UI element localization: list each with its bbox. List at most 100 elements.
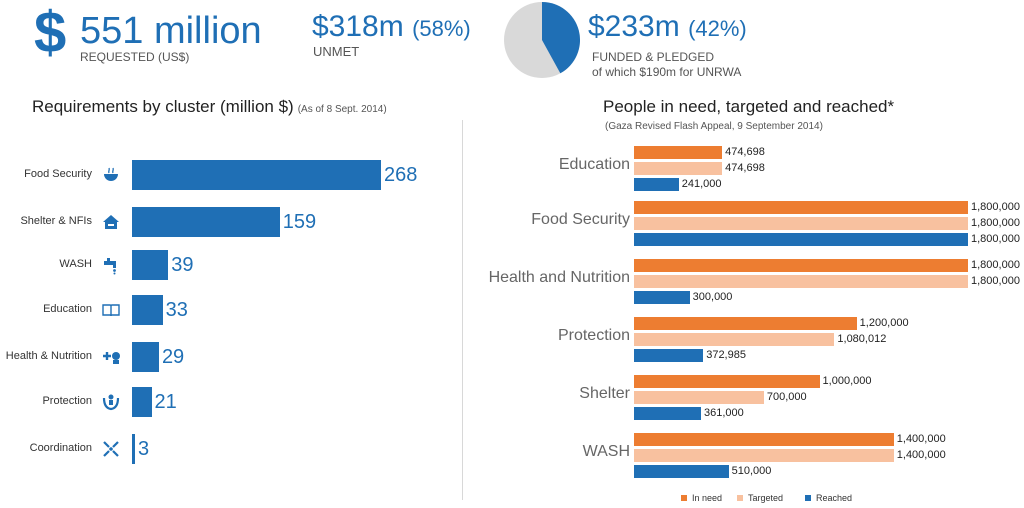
left-category-label: Coordination	[29, 442, 92, 454]
right-category-label: Shelter	[579, 385, 630, 402]
right-bar-targeted	[634, 275, 968, 288]
pie-slice-funded	[542, 2, 580, 74]
right-bar-value: 474,698	[725, 162, 765, 174]
unmet-value: $318m (58%)	[312, 12, 471, 42]
right-bar-targeted	[634, 333, 835, 346]
legend-label: In need	[692, 493, 723, 503]
funded-label: FUNDED & PLEDGED of which $190m for UNRW…	[592, 50, 741, 80]
right-bar-value: 1,200,000	[859, 317, 909, 329]
right-bar-value: 372,985	[706, 349, 746, 361]
left-bar	[132, 342, 159, 372]
funded-percent: (42%)	[688, 16, 747, 41]
left-bar	[132, 295, 163, 325]
legend-swatch	[805, 495, 811, 501]
right-category-label: Education	[558, 156, 630, 173]
left-chart-title-text: Requirements by cluster (million $)	[32, 97, 294, 116]
funding-pie-chart	[504, 2, 580, 78]
left-bar	[132, 250, 169, 280]
right-chart-subtitle: (Gaza Revised Flash Appeal, 9 September …	[605, 121, 823, 132]
right-bar-value: 1,000,000	[822, 375, 872, 387]
right-bar-value: 300,000	[692, 291, 733, 303]
right-bar-value: 700,000	[766, 391, 807, 403]
left-bar-value: 29	[161, 346, 185, 368]
left-bar	[132, 434, 135, 464]
coordination-icon	[103, 441, 119, 457]
left-category-label: Protection	[42, 395, 92, 407]
right-bar-value: 1,800,000	[971, 259, 1020, 271]
right-bar-value: 510,000	[731, 465, 772, 477]
funded-amount: $233m	[588, 10, 680, 43]
legend-item: Reached	[805, 493, 852, 503]
right-bar-value: 1,800,000	[971, 217, 1020, 229]
protection-icon	[102, 394, 120, 411]
divider	[462, 120, 463, 500]
dollar-sign: $	[34, 0, 67, 65]
right-bar-targeted	[634, 391, 764, 404]
right-category-label: Health and Nutrition	[488, 269, 630, 286]
unmet-percent: (58%)	[412, 16, 471, 41]
legend-label: Targeted	[748, 493, 784, 503]
right-category-label: WASH	[582, 443, 630, 460]
right-bar-targeted	[634, 217, 968, 230]
right-bar-value: 1,400,000	[896, 433, 946, 445]
right-category-label: Food Security	[531, 211, 630, 228]
legend-swatch	[681, 495, 687, 501]
legend-swatch	[737, 495, 743, 501]
right-bar-value: 1,800,000	[971, 201, 1020, 213]
right-bar-in-need	[634, 433, 894, 446]
unmet-label: UNMET	[313, 44, 360, 59]
left-bar	[132, 387, 152, 417]
right-bar-reached	[634, 291, 690, 304]
right-bar-reached	[634, 349, 704, 362]
right-bar-in-need	[634, 259, 968, 272]
legend-label: Reached	[816, 493, 853, 503]
left-category-label: Health & Nutrition	[5, 350, 92, 362]
book-icon	[102, 304, 120, 317]
tap-icon	[104, 258, 116, 275]
left-chart-subtitle: (As of 8 Sept. 2014)	[297, 104, 387, 115]
left-bar-value: 268	[384, 164, 418, 186]
left-bar	[132, 207, 280, 237]
left-chart-title: Requirements by cluster (million $) (As o…	[32, 97, 387, 117]
right-category-label: Protection	[557, 327, 630, 344]
house-icon	[103, 215, 119, 229]
left-category-label: Education	[43, 303, 92, 315]
right-bar-reached	[634, 233, 968, 246]
left-category-label: Food Security	[24, 168, 92, 180]
right-bar-in-need	[634, 146, 723, 159]
funded-label-sub: of which $190m for UNRWA	[592, 65, 742, 79]
legend-item: Targeted	[737, 493, 783, 503]
right-bar-targeted	[634, 162, 723, 175]
right-bar-in-need	[634, 201, 968, 214]
right-bar-value: 1,080,012	[837, 333, 887, 345]
right-bar-targeted	[634, 449, 894, 462]
left-bar-value: 33	[165, 299, 188, 321]
right-bar-value: 1,800,000	[971, 233, 1020, 245]
left-bar-value: 21	[154, 391, 177, 413]
funded-label-title: FUNDED & PLEDGED	[592, 50, 715, 64]
right-chart-title: People in need, targeted and reached*	[603, 97, 895, 116]
health-icon	[103, 352, 120, 364]
left-category-label: Shelter & NFIs	[20, 215, 92, 227]
left-bar-value: 159	[282, 211, 317, 233]
bowl-icon	[104, 167, 118, 181]
right-bar-value: 361,000	[703, 407, 744, 419]
unmet-amount: $318m	[312, 10, 404, 43]
left-bar-value: 3	[138, 438, 150, 460]
right-bar-in-need	[634, 375, 820, 388]
legend-item: In need	[681, 493, 722, 503]
right-bar-in-need	[634, 317, 857, 330]
funded-value: $233m (42%)	[588, 12, 747, 42]
right-bar-value: 1,800,000	[971, 275, 1020, 287]
right-bar-reached	[634, 178, 679, 191]
right-bar-value: 474,698	[725, 146, 765, 158]
right-bar-value: 1,400,000	[896, 449, 946, 461]
requested-value: 551 million	[80, 10, 262, 52]
requested-label: REQUESTED (US$)	[80, 50, 190, 64]
left-category-label: WASH	[59, 258, 92, 270]
left-bar	[132, 160, 381, 190]
right-bar-value: 241,000	[681, 178, 722, 190]
left-bar-value: 39	[171, 254, 194, 276]
right-bar-reached	[634, 407, 701, 420]
right-bar-reached	[634, 465, 729, 478]
